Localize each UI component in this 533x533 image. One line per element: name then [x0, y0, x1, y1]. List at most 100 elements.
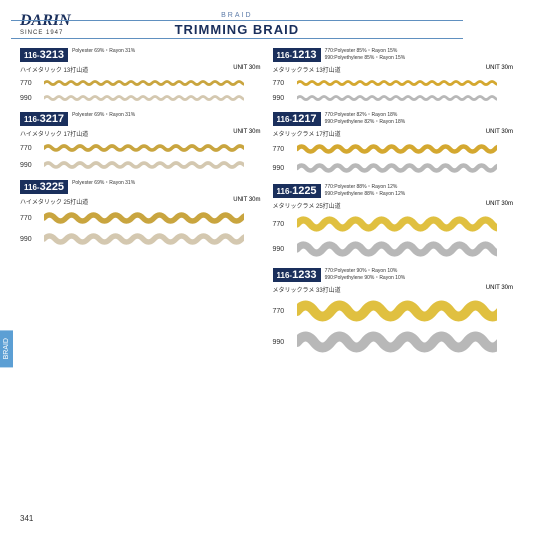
sample-code: 770: [273, 308, 291, 315]
sample-row: 770: [273, 297, 514, 325]
braid-sample-icon: [297, 297, 514, 325]
product-block: 116-1225 770:Polyester 88%・Rayon 12%990:P…: [273, 184, 514, 260]
product-desc-row: ハイメタリック 13打山道 UNIT 30m: [20, 65, 261, 74]
product-specs: 770:Polyester 82%・Rayon 18%990:Polyethyl…: [325, 112, 513, 125]
sample-code: 990: [273, 246, 291, 253]
braid-sample-icon: [297, 213, 514, 235]
braid-sample-icon: [44, 141, 261, 155]
product-unit: UNIT 30m: [486, 201, 513, 210]
product-unit: UNIT 30m: [486, 285, 513, 294]
divider-line: [11, 38, 463, 39]
braid-sample-icon: [297, 77, 514, 89]
product-description: メタリックラメ 33打山道: [273, 285, 341, 294]
sample-row: 990: [273, 160, 514, 176]
product-specs: Polyester 69%・Rayon 31%: [72, 48, 260, 55]
product-desc-row: メタリックラメ 33打山道 UNIT 30m: [273, 285, 514, 294]
sample-code: 770: [20, 145, 38, 152]
sample-row: 990: [273, 328, 514, 356]
braid-sample-icon: [44, 230, 261, 248]
product-desc-row: ハイメタリック 17打山道 UNIT 30m: [20, 129, 261, 138]
braid-sample-icon: [297, 160, 514, 176]
sample-row: 990: [20, 158, 261, 172]
product-header: 116-1225 770:Polyester 88%・Rayon 12%990:P…: [273, 184, 514, 198]
product-header: 116-1213 770:Polyester 85%・Rayon 15%990:P…: [273, 48, 514, 62]
sample-row: 770: [20, 77, 261, 89]
sample-row: 770: [273, 77, 514, 89]
sample-row: 770: [20, 141, 261, 155]
sample-code: 990: [20, 236, 38, 243]
category-label: BRAID: [11, 12, 463, 19]
sample-code: 990: [20, 95, 38, 102]
title-area: BRAID TRIMMING BRAID: [11, 12, 463, 40]
product-code-badge: 116-3217: [20, 112, 68, 126]
side-tab: BRAID: [0, 330, 13, 367]
product-unit: UNIT 30m: [486, 129, 513, 138]
product-desc-row: ハイメタリック 25打山道 UNIT 30m: [20, 197, 261, 206]
product-description: メタリックラメ 17打山道: [273, 129, 341, 138]
product-unit: UNIT 30m: [233, 65, 260, 74]
product-code-badge: 116-1217: [273, 112, 321, 126]
product-code-badge: 116-1225: [273, 184, 321, 198]
product-description: ハイメタリック 25打山道: [20, 197, 88, 206]
product-code-badge: 116-3225: [20, 180, 68, 194]
sample-code: 770: [273, 146, 291, 153]
sample-row: 990: [20, 92, 261, 104]
product-unit: UNIT 30m: [486, 65, 513, 74]
sample-code: 770: [273, 221, 291, 228]
sample-code: 770: [20, 215, 38, 222]
sample-row: 770: [20, 209, 261, 227]
braid-sample-icon: [44, 92, 261, 104]
content-area: 116-3213 Polyester 69%・Rayon 31% ハイメタリック 1…: [20, 48, 513, 364]
page-number: 341: [20, 514, 33, 523]
product-unit: UNIT 30m: [233, 129, 260, 138]
braid-sample-icon: [44, 77, 261, 89]
product-description: ハイメタリック 17打山道: [20, 129, 88, 138]
product-header: 116-3213 Polyester 69%・Rayon 31%: [20, 48, 261, 62]
sample-row: 990: [20, 230, 261, 248]
product-desc-row: メタリックラメ 17打山道 UNIT 30m: [273, 129, 514, 138]
sample-row: 770: [273, 213, 514, 235]
sample-row: 990: [273, 238, 514, 260]
sample-row: 770: [273, 141, 514, 157]
braid-sample-icon: [297, 238, 514, 260]
product-description: ハイメタリック 13打山道: [20, 65, 88, 74]
product-desc-row: メタリックラメ 25打山道 UNIT 30m: [273, 201, 514, 210]
sample-row: 990: [273, 92, 514, 104]
product-description: メタリックラメ 25打山道: [273, 201, 341, 210]
right-column: 116-1213 770:Polyester 85%・Rayon 15%990:P…: [273, 48, 514, 364]
product-header: 116-1217 770:Polyester 82%・Rayon 18%990:P…: [273, 112, 514, 126]
product-block: 116-1233 770:Polyester 90%・Rayon 10%990:P…: [273, 268, 514, 356]
product-code-badge: 116-1213: [273, 48, 321, 62]
sample-code: 990: [273, 95, 291, 102]
page-header: DARIN SINCE 1947 BRAID TRIMMING BRAID: [20, 12, 513, 40]
product-specs: 770:Polyester 90%・Rayon 10%990:Polyethyl…: [325, 268, 513, 281]
product-header: 116-3217 Polyester 69%・Rayon 31%: [20, 112, 261, 126]
sample-code: 990: [273, 339, 291, 346]
product-header: 116-1233 770:Polyester 90%・Rayon 10%990:P…: [273, 268, 514, 282]
sample-code: 990: [273, 165, 291, 172]
sample-code: 990: [20, 162, 38, 169]
product-code-badge: 116-3213: [20, 48, 68, 62]
product-code-badge: 116-1233: [273, 268, 321, 282]
product-block: 116-1217 770:Polyester 82%・Rayon 18%990:P…: [273, 112, 514, 176]
product-description: メタリックラメ 13打山道: [273, 65, 341, 74]
product-unit: UNIT 30m: [233, 197, 260, 206]
product-header: 116-3225 Polyester 69%・Rayon 31%: [20, 180, 261, 194]
product-specs: Polyester 69%・Rayon 31%: [72, 112, 260, 119]
product-block: 116-3225 Polyester 69%・Rayon 31% ハイメタリック 2…: [20, 180, 261, 248]
sample-code: 770: [20, 80, 38, 87]
product-block: 116-1213 770:Polyester 85%・Rayon 15%990:P…: [273, 48, 514, 104]
braid-sample-icon: [44, 158, 261, 172]
product-block: 116-3213 Polyester 69%・Rayon 31% ハイメタリック 1…: [20, 48, 261, 104]
divider-line: [11, 20, 463, 21]
product-specs: Polyester 69%・Rayon 31%: [72, 180, 260, 187]
product-specs: 770:Polyester 88%・Rayon 12%990:Polyethyl…: [325, 184, 513, 197]
braid-sample-icon: [297, 328, 514, 356]
page-title: TRIMMING BRAID: [11, 22, 463, 37]
product-specs: 770:Polyester 85%・Rayon 15%990:Polyethyl…: [325, 48, 513, 61]
braid-sample-icon: [44, 209, 261, 227]
product-block: 116-3217 Polyester 69%・Rayon 31% ハイメタリック 1…: [20, 112, 261, 172]
braid-sample-icon: [297, 92, 514, 104]
sample-code: 770: [273, 80, 291, 87]
product-desc-row: メタリックラメ 13打山道 UNIT 30m: [273, 65, 514, 74]
